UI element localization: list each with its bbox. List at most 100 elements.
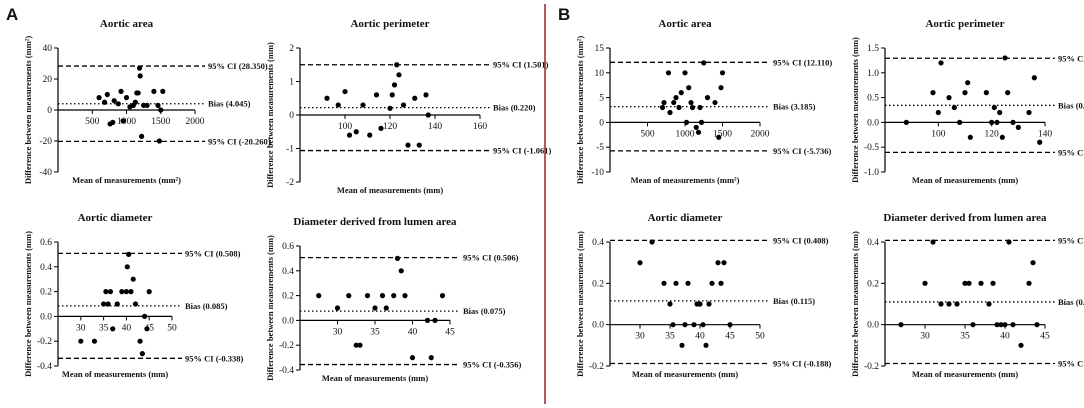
chart-title: Diameter derived from lumen area — [293, 216, 457, 228]
data-point — [676, 104, 682, 111]
data-point — [139, 351, 145, 357]
data-point — [144, 102, 150, 108]
y-axis-label: Difference between measurements (mm) — [265, 235, 275, 381]
bias-label: Bias (0.075) — [463, 306, 506, 316]
data-point — [379, 293, 386, 299]
y-tick-label: -2 — [286, 178, 294, 188]
data-point — [989, 119, 995, 125]
data-point — [703, 342, 709, 348]
x-tick-label: 500 — [85, 117, 100, 127]
data-point — [706, 301, 712, 307]
data-point — [120, 118, 126, 124]
x-tick-label: 45 — [1040, 332, 1050, 342]
data-point — [671, 99, 677, 106]
data-point — [391, 293, 397, 299]
data-point — [110, 119, 116, 125]
data-point — [983, 90, 989, 96]
data-point — [394, 62, 400, 68]
data-point — [412, 95, 418, 101]
data-point — [101, 99, 108, 105]
data-point — [683, 119, 690, 125]
data-point — [373, 92, 380, 98]
lower-ci-label: 95% CI (-5.736) — [773, 146, 831, 156]
y-tick-label: -0.4 — [279, 366, 294, 376]
bias-label: Bias (4.045) — [208, 99, 251, 109]
data-point — [994, 119, 1000, 125]
panel-label-b: B — [558, 5, 570, 24]
data-point — [951, 104, 957, 111]
y-axis-label: Difference between measurements (mm) — [850, 37, 860, 183]
data-point — [1005, 90, 1011, 96]
data-point — [898, 322, 904, 328]
lower-ci-label: 95% CI (-0.356) — [463, 360, 521, 370]
data-point — [144, 326, 150, 332]
data-point — [78, 338, 84, 344]
data-point — [990, 280, 996, 286]
y-tick-label: 0.2 — [282, 292, 294, 302]
y-tick-label: 0 — [289, 111, 294, 121]
data-point — [136, 65, 143, 71]
upper-ci-label: 95% CI (12.110) — [773, 57, 832, 67]
data-point — [342, 88, 348, 95]
y-tick-label: -0.2 — [589, 362, 604, 372]
x-tick-label: 50 — [755, 332, 765, 342]
data-point — [425, 112, 431, 118]
bias-label: Bias (0.115) — [773, 296, 815, 306]
x-tick-label: 100 — [931, 129, 946, 139]
y-tick-label: 1.5 — [867, 44, 879, 54]
lower-ci-label: 95% CI (-0.338) — [185, 353, 243, 363]
data-point — [649, 239, 655, 245]
chart-7: Aortic diameter -0.2 0.0 0.2 0.4 30 35 40 45 50 95… — [575, 212, 831, 379]
data-point — [966, 280, 972, 286]
data-point — [158, 107, 164, 113]
y-tick-label: -10 — [591, 168, 604, 178]
data-point — [930, 239, 936, 245]
data-point — [432, 317, 438, 323]
data-point — [132, 99, 139, 105]
data-point — [346, 132, 353, 138]
data-point — [665, 70, 672, 76]
data-point — [1031, 75, 1037, 81]
x-tick-label: 35 — [960, 332, 970, 342]
y-tick-label: -0.2 — [279, 341, 294, 351]
x-tick-label: 120 — [985, 129, 1000, 139]
bias-label: Bias (3.185) — [773, 102, 816, 112]
lower-ci-label: 95% CI (-0.188) — [1058, 359, 1084, 369]
y-tick-label: 0.0 — [592, 321, 604, 331]
x-tick-label: 160 — [473, 122, 488, 132]
data-point — [101, 301, 107, 307]
data-point — [946, 301, 952, 307]
data-point — [678, 90, 684, 96]
data-point — [416, 142, 422, 148]
data-point — [353, 342, 359, 348]
x-tick-label: 1500 — [713, 129, 732, 139]
data-point — [704, 95, 711, 101]
x-axis-label: Mean of measurements (mm²) — [631, 175, 740, 185]
data-point — [357, 342, 363, 348]
x-tick-label: 140 — [1038, 129, 1053, 139]
data-point — [659, 104, 666, 111]
lower-ci-label: 95% CI (-1.061) — [493, 146, 551, 156]
y-tick-label: 20 — [43, 75, 53, 85]
data-point — [126, 251, 132, 257]
data-point — [1015, 124, 1021, 130]
data-point — [715, 260, 721, 266]
data-point — [695, 129, 702, 135]
x-tick-label: 40 — [122, 323, 132, 333]
x-tick-label: 40 — [695, 332, 705, 342]
chart-title: Diameter derived from lumen area — [883, 212, 1047, 224]
x-tick-label: 45 — [445, 327, 455, 337]
chart-title: Aortic area — [658, 18, 712, 30]
data-point — [128, 289, 134, 295]
x-tick-label: 40 — [408, 327, 418, 337]
data-point — [104, 91, 110, 98]
x-tick-label: 2000 — [751, 129, 770, 139]
data-point — [107, 289, 114, 295]
data-point — [679, 342, 685, 348]
data-point — [689, 104, 696, 111]
data-point — [364, 293, 371, 299]
data-point — [727, 322, 733, 328]
